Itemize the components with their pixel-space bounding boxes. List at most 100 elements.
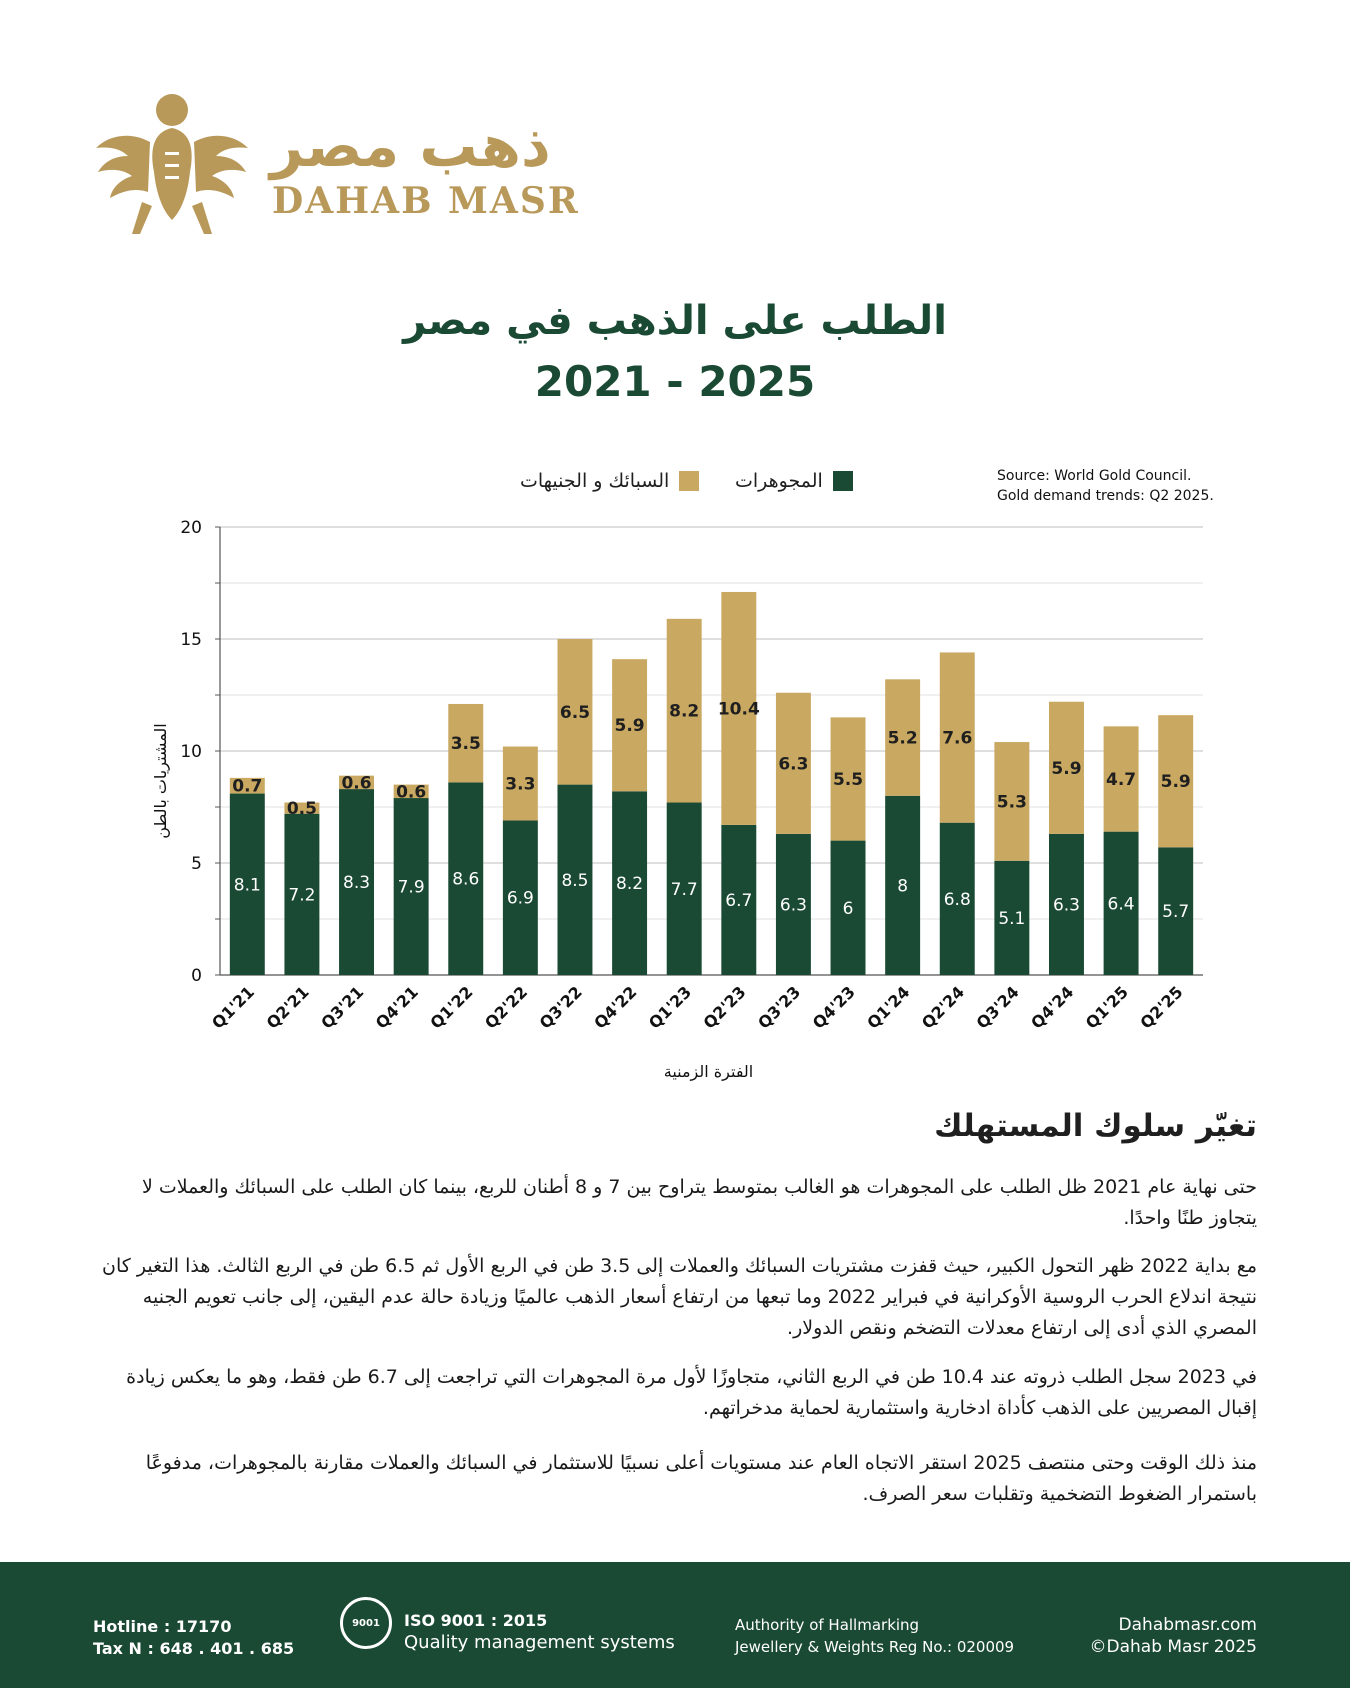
legend-swatch-green [832, 471, 853, 491]
bar-segment [1103, 726, 1139, 832]
brand-name-arabic: ذهب مصر [270, 112, 551, 180]
bar-segment [994, 742, 1030, 861]
x-tick-label: Q1'21 [208, 982, 258, 1032]
footer-contact: Hotline : 17170 Tax N : 648 . 401 . 685 [93, 1616, 294, 1660]
bar-segment [1158, 847, 1194, 975]
footer-iso: ISO 9001 : 2015 Quality management syste… [404, 1610, 675, 1654]
data-label: 6.5 [560, 703, 590, 723]
paragraph-2: مع بداية 2022 ظهر التحول الكبير، حيث قفز… [102, 1255, 1257, 1339]
x-tick-label: Q2'25 [1136, 982, 1186, 1032]
legend-label-jewellery: المجوهرات [735, 470, 823, 492]
bar-segment [557, 639, 593, 785]
data-label: 7.6 [942, 729, 972, 749]
y-tick-label: 10 [180, 742, 202, 762]
data-label: 5.1 [998, 909, 1025, 929]
gold-demand-chart: 0 5 10 15 20 المشتريات بالطن الفترة الزمنية 8.1… [151, 518, 1203, 1082]
data-label: 5.5 [833, 770, 863, 790]
footer-iso-title: ISO 9001 : 2015 [404, 1611, 548, 1630]
bar-segment [393, 798, 429, 975]
data-label: 0.6 [341, 773, 371, 793]
footer: Hotline : 17170 Tax N : 648 . 401 . 685 … [0, 1562, 1350, 1688]
x-tick-label: Q2'24 [918, 982, 968, 1032]
data-label: 7.9 [398, 878, 425, 898]
bar-segment [666, 802, 702, 975]
data-label: 6 [843, 899, 854, 919]
x-tick-label: Q4'22 [590, 982, 640, 1032]
footer-authority-line2: Jewellery & Weights Reg No.: 020009 [735, 1638, 1015, 1656]
x-tick-label: Q3'22 [536, 982, 586, 1032]
x-tick-label: Q3'24 [973, 982, 1023, 1032]
y-tick-label: 20 [180, 518, 202, 538]
bar-segment [502, 746, 538, 821]
footer-copyright: ©Dahab Masr 2025 [1089, 1637, 1258, 1657]
source-line-2: Gold demand trends: Q2 2025. [997, 488, 1214, 504]
x-tick-label: Q1'25 [1082, 982, 1132, 1032]
x-tick-label: Q1'23 [645, 982, 695, 1032]
data-label: 6.8 [944, 890, 971, 910]
bar-segment [721, 591, 757, 825]
source-line-1: Source: World Gold Council. [997, 468, 1192, 484]
bar-segment [775, 692, 811, 834]
data-label: 6.3 [780, 895, 807, 915]
y-tick-label: 0 [191, 966, 202, 986]
bar-segment [721, 824, 757, 975]
bar-segment [393, 784, 429, 799]
legend-label-bars-coins: السبائك و الجنيهات [520, 470, 670, 492]
bar-segment [994, 860, 1030, 975]
data-label: 5.9 [1051, 759, 1081, 779]
data-label: 5.3 [997, 792, 1027, 812]
x-tick-label: Q4'24 [1027, 982, 1077, 1032]
data-label: 8 [897, 876, 908, 896]
winged-scarab-icon [96, 94, 248, 234]
bar-segment [284, 802, 320, 814]
footer-web: Dahabmasr.com ©Dahab Masr 2025 [1090, 1614, 1258, 1658]
y-tick-label: 15 [180, 630, 202, 650]
legend-item-bars-coins: السبائك و الجنيهات [520, 466, 700, 496]
x-tick-label: Q3'21 [317, 982, 367, 1032]
bar-segment [1103, 831, 1139, 975]
bar-segment [1048, 701, 1084, 834]
data-label: 3.5 [451, 734, 481, 754]
footer-tax: Tax N : 648 . 401 . 685 [93, 1639, 295, 1658]
bar-segment [229, 793, 265, 975]
data-label: 0.7 [232, 777, 262, 797]
y-tick-label: 5 [191, 854, 202, 874]
bar-segment [448, 703, 484, 783]
data-label: 5.2 [888, 729, 918, 749]
bar-segment [339, 775, 375, 790]
brand-logo [92, 92, 512, 242]
footer-iso-sub: Quality management systems [404, 1632, 675, 1653]
footer-authority-line1: Authority of Hallmarking [735, 1616, 920, 1634]
section-title: تغيّر سلوك المستهلك [934, 1108, 1257, 1144]
bar-segment [339, 789, 375, 975]
bar-segment [666, 618, 702, 803]
data-label: 5.7 [1162, 902, 1189, 922]
data-label: 8.6 [452, 870, 479, 890]
legend-item-jewellery: المجوهرات [735, 466, 853, 496]
paragraph-4: منذ ذلك الوقت وحتى منتصف 2025 استقر الات… [145, 1452, 1257, 1505]
data-label: 6.3 [778, 754, 808, 774]
footer-authority: Authority of Hallmarking Jewellery & Wei… [735, 1614, 1014, 1658]
brand-name-english: DAHAB MASR [272, 180, 580, 222]
data-label: 7.2 [288, 885, 315, 905]
bar-segment [830, 717, 866, 841]
y-axis-label: المشتريات بالطن [151, 723, 171, 838]
bar-segment [885, 795, 921, 975]
x-tick-label: Q1'22 [426, 982, 476, 1032]
x-tick-label: Q4'23 [809, 982, 859, 1032]
x-tick-label: Q2'21 [263, 982, 313, 1032]
data-label: 3.3 [505, 774, 535, 794]
footer-website-link[interactable]: Dahabmasr.com [1118, 1615, 1257, 1635]
x-tick-label: Q2'23 [699, 982, 749, 1032]
bar-segment [939, 822, 975, 975]
bar-segment [1048, 833, 1084, 975]
data-label: 6.3 [1053, 895, 1080, 915]
bar-segment [830, 840, 866, 975]
data-label: 10.4 [718, 699, 760, 719]
bar-segment [448, 782, 484, 975]
footer-hotline: Hotline : 17170 [93, 1617, 232, 1636]
page-subtitle-years: 2021 - 2025 [534, 357, 816, 406]
bar-segment [939, 652, 975, 823]
bar-segment [502, 820, 538, 975]
page-title: الطلب على الذهب في مصر [403, 298, 947, 344]
